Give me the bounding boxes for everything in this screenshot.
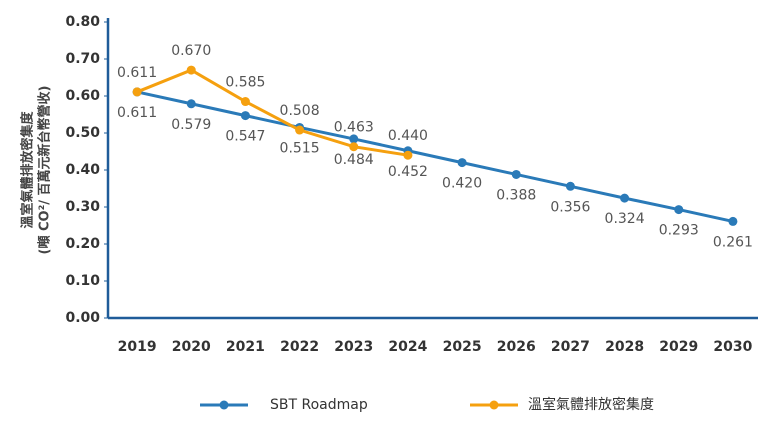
data-label: 0.356 <box>550 199 590 215</box>
data-label: 0.585 <box>225 75 265 91</box>
data-label: 0.670 <box>171 43 211 59</box>
y-tick-label: 0.80 <box>65 14 100 30</box>
legend-marker <box>489 400 499 410</box>
data-label: 0.508 <box>280 103 320 119</box>
data-point <box>349 142 359 152</box>
data-point <box>511 169 521 179</box>
y-tick-label: 0.20 <box>65 236 100 252</box>
y-tick-label: 0.70 <box>65 51 100 67</box>
data-label: 0.293 <box>659 223 699 239</box>
data-point <box>240 111 250 121</box>
y-axis-title: 溫室氣體排放密集度 (噸 CO²/ 百萬元新台幣營收) <box>20 86 53 255</box>
data-label: 0.611 <box>117 65 157 81</box>
y-tick-label: 0.60 <box>65 88 100 104</box>
data-point <box>240 97 250 107</box>
data-label: 0.324 <box>605 211 645 227</box>
data-label: 0.579 <box>171 117 211 133</box>
x-tick-label: 2022 <box>280 339 319 355</box>
y-tick-label: 0.50 <box>65 125 100 141</box>
data-label: 0.484 <box>334 152 374 168</box>
x-tick-label: 2023 <box>334 339 373 355</box>
x-tick-label: 2027 <box>551 339 590 355</box>
data-point <box>349 134 359 144</box>
data-point <box>620 193 630 203</box>
data-point <box>674 205 684 215</box>
y-tick-label: 0.40 <box>65 162 100 178</box>
y-tick-label: 0.30 <box>65 199 100 215</box>
x-tick-label: 2020 <box>172 339 211 355</box>
legend-label: 溫室氣體排放密集度 <box>528 396 654 413</box>
data-point <box>295 125 305 135</box>
data-point <box>728 216 738 226</box>
x-tick-label: 2019 <box>118 339 157 355</box>
series-line <box>136 68 409 157</box>
data-point <box>132 87 142 97</box>
y-axis-label: 溫室氣體排放密集度 <box>20 111 36 229</box>
data-point <box>403 150 413 160</box>
x-tick-label: 2028 <box>605 339 644 355</box>
x-tick-label: 2024 <box>388 339 427 355</box>
data-label: 0.261 <box>713 234 753 250</box>
data-label: 0.388 <box>496 187 536 203</box>
data-point <box>186 65 196 75</box>
y-tick-label: 0.10 <box>65 273 100 289</box>
data-point <box>457 158 467 168</box>
y-axis-sublabel: (噸 CO²/ 百萬元新台幣營收) <box>37 86 53 255</box>
series-line <box>136 90 734 223</box>
data-label: 0.515 <box>280 140 320 156</box>
x-tick-label: 2029 <box>659 339 698 355</box>
data-label: 0.463 <box>334 120 374 136</box>
data-label: 0.440 <box>388 128 428 144</box>
data-label: 0.452 <box>388 164 428 180</box>
data-point <box>565 181 575 191</box>
y-tick-label: 0.00 <box>65 310 100 326</box>
legend-label: SBT Roadmap <box>270 397 368 413</box>
data-label: 0.547 <box>225 129 265 145</box>
x-tick-label: 2026 <box>497 339 536 355</box>
data-label: 0.420 <box>442 176 482 192</box>
x-tick-label: 2030 <box>713 339 752 355</box>
data-label: 0.611 <box>117 105 157 121</box>
x-tick-label: 2025 <box>443 339 482 355</box>
legend-marker <box>219 400 229 410</box>
data-point <box>186 99 196 109</box>
x-tick-label: 2021 <box>226 339 265 355</box>
